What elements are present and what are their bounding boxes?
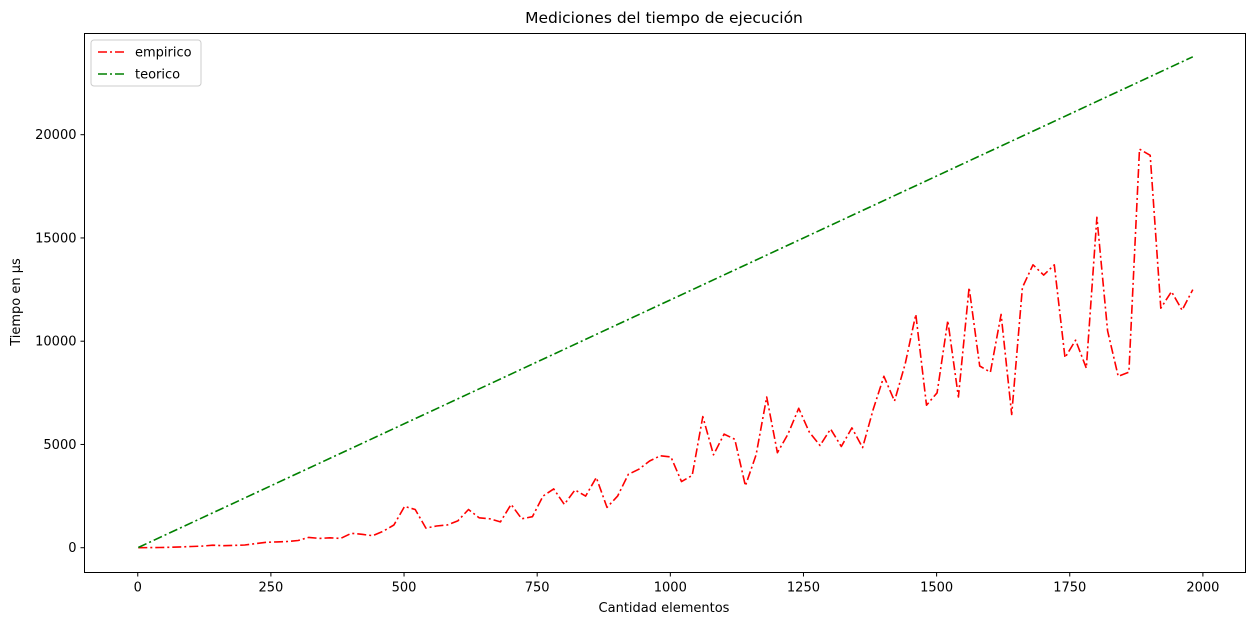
- legend-label-teorico: teorico: [135, 68, 180, 83]
- series-line-teorico: [137, 56, 1194, 549]
- x-tick-label: 1750: [1053, 581, 1086, 596]
- x-tick-label: 1500: [920, 581, 953, 596]
- y-tick-label: 10000: [35, 335, 76, 350]
- x-tick-label: 2000: [1186, 581, 1219, 596]
- legend-label-empirico: empirico: [135, 46, 192, 61]
- series-layer: [137, 56, 1194, 549]
- y-axis-label: Tiempo en µs: [9, 258, 24, 347]
- y-tick-label: 5000: [43, 438, 76, 453]
- y-tick-label: 0: [68, 541, 76, 556]
- x-tick-label: 250: [258, 581, 283, 596]
- x-tick-label: 1250: [787, 581, 820, 596]
- x-tick-label: 0: [134, 581, 142, 596]
- x-tick-label: 750: [525, 581, 550, 596]
- x-axis-label: Cantidad elementos: [599, 601, 730, 616]
- y-tick-label: 20000: [35, 128, 76, 143]
- x-tick-label: 1000: [654, 581, 687, 596]
- series-line-empirico: [138, 148, 1194, 549]
- legend: empirico teorico: [90, 39, 202, 87]
- chart-title: Mediciones del tiempo de ejecución: [525, 9, 803, 27]
- axes-layer: 0 250 500 750 1000 1250 1500 1750 20000500010000…: [35, 128, 1219, 595]
- plot-frame: [84, 33, 1246, 573]
- y-tick-label: 15000: [35, 231, 76, 246]
- x-tick-label: 500: [392, 581, 417, 596]
